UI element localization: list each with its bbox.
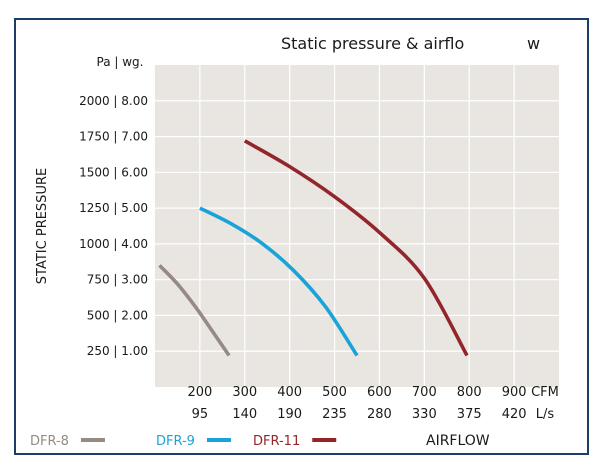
- y-tick-label: 1250 | 5.00: [79, 201, 148, 215]
- x-tick-label-ls: 190: [277, 407, 302, 422]
- y-tick-label: 500 | 2.00: [87, 308, 148, 322]
- legend-label-dfr-8: DFR-8: [30, 434, 69, 449]
- y-tick-label: 250 | 1.00: [87, 344, 148, 358]
- chart-title-suffix: w: [527, 34, 540, 53]
- pressure-airflow-chart: Static pressure & airflo w Pa | wg. STAT…: [30, 34, 559, 449]
- x-unit-cfm: CFM: [531, 385, 559, 400]
- series-line-dfr-8: [158, 264, 231, 357]
- y-tick-label: 750 | 3.00: [87, 273, 148, 287]
- x-tick-label-ls: 280: [367, 407, 392, 422]
- legend: DFR-8 DFR-9 DFR-11: [30, 434, 337, 449]
- x-tick-label-cfm: 600: [367, 385, 392, 400]
- x-axis-title: AIRFLOW: [426, 433, 490, 449]
- series-layer: [158, 139, 469, 357]
- y-tick-label: 1000 | 4.00: [79, 237, 148, 251]
- x-tick-label-cfm: 700: [412, 385, 437, 400]
- y-axis-title: STATIC PRESSURE: [35, 168, 50, 284]
- x-tick-label-cfm: 400: [277, 385, 302, 400]
- x-unit-ls: L/s: [536, 407, 555, 422]
- x-tick-label-cfm: 200: [187, 385, 212, 400]
- x-tick-label-ls: 95: [192, 407, 209, 422]
- x-tick-label-cfm: 800: [457, 385, 482, 400]
- chart-frame: Static pressure & airflo w Pa | wg. STAT…: [14, 18, 589, 455]
- x-tick-label-ls: 420: [502, 407, 527, 422]
- x-tick-label-ls: 330: [412, 407, 437, 422]
- legend-label-dfr-11: DFR-11: [253, 434, 300, 449]
- y-unit-label: Pa | wg.: [97, 55, 144, 69]
- x-tick-label-ls: 375: [457, 407, 482, 422]
- y-tick-label: 1750 | 7.00: [79, 130, 148, 144]
- x-tick-labels: 200 95 300 140 400 190 500 235 600 280 700 330 800 37…: [187, 385, 526, 422]
- series-line-dfr-11: [243, 139, 469, 357]
- series-line-dfr-9: [199, 206, 359, 357]
- x-tick-label-cfm: 500: [322, 385, 347, 400]
- x-tick-label-cfm: 900: [502, 385, 527, 400]
- plot-area: [155, 65, 559, 387]
- legend-label-dfr-9: DFR-9: [156, 434, 195, 449]
- x-tick-label-ls: 235: [322, 407, 347, 422]
- x-tick-label-ls: 140: [232, 407, 257, 422]
- x-tick-label-cfm: 300: [232, 385, 257, 400]
- y-tick-labels: 250 | 1.00 500 | 2.00 750 | 3.00 1000 | 4.0…: [79, 94, 148, 358]
- grid: [155, 65, 559, 387]
- y-tick-label: 2000 | 8.00: [79, 94, 148, 108]
- y-tick-label: 1500 | 6.00: [79, 165, 148, 179]
- chart-title: Static pressure & airflo: [281, 34, 464, 53]
